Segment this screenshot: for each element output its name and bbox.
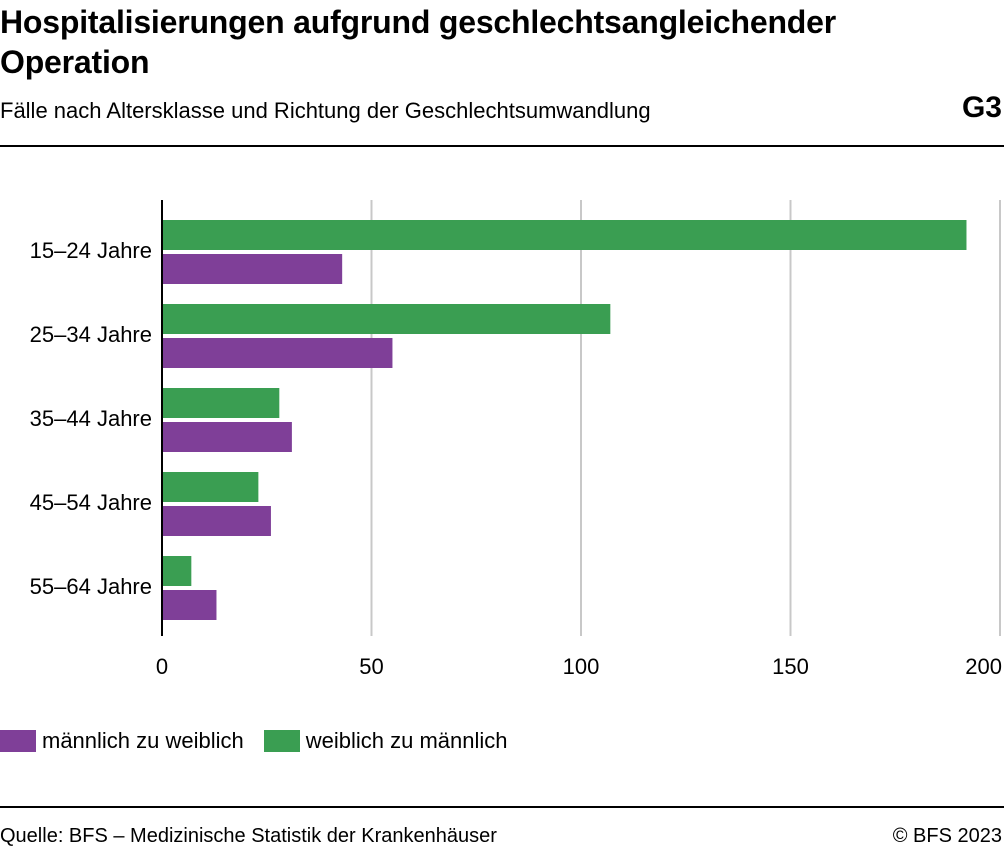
category-label-5: 55–64 Jahre [30, 574, 152, 599]
bar-male-to-female-1 [163, 254, 343, 284]
legend-swatch-male-to-female [0, 730, 36, 752]
x-tick-label-50: 50 [359, 654, 383, 679]
source-note: Quelle: BFS – Medizinische Statistik der… [0, 825, 497, 847]
chart-subtitle: Fälle nach Altersklasse und Richtung der… [0, 98, 651, 123]
category-label-3: 35–44 Jahre [30, 406, 152, 431]
x-tick-label-200: 200 [965, 654, 1002, 679]
chart-id-label: G3 [961, 91, 1002, 124]
legend-label-female-to-male: weiblich zu männlich [305, 728, 508, 753]
bar-female-to-male-1 [163, 220, 967, 250]
legend-item-female-to-male: weiblich zu männlich [263, 728, 508, 754]
bar-female-to-male-5 [163, 556, 192, 586]
header-divider [0, 145, 1004, 147]
bar-male-to-female-3 [163, 422, 292, 452]
x-tick-label-100: 100 [563, 654, 600, 679]
category-label-2: 25–34 Jahre [30, 322, 152, 347]
x-tick-label-150: 150 [772, 654, 809, 679]
bar-female-to-male-2 [163, 304, 611, 334]
copyright-note: © BFS 2023 [892, 825, 1002, 847]
bar-male-to-female-5 [163, 590, 217, 620]
category-label-1: 15–24 Jahre [30, 238, 152, 263]
bar-female-to-male-3 [163, 388, 280, 418]
chart-legend: männlich zu weiblich weiblich zu männlic… [0, 728, 528, 754]
legend-item-male-to-female: männlich zu weiblich [0, 728, 244, 754]
bar-male-to-female-2 [163, 338, 393, 368]
bar-male-to-female-4 [163, 506, 271, 536]
x-tick-label-0: 0 [156, 654, 168, 679]
legend-label-male-to-female: männlich zu weiblich [42, 728, 244, 753]
footer-divider [0, 806, 1004, 808]
bar-female-to-male-4 [163, 472, 259, 502]
legend-swatch-female-to-male [263, 730, 300, 752]
category-label-4: 45–54 Jahre [30, 490, 152, 515]
chart-title: Hospitalisierungen aufgrund geschlechtsa… [0, 4, 836, 80]
bar-chart: 15–24 Jahre 25–34 Jahre 35–44 Jahre 45–54 J… [30, 200, 1002, 679]
